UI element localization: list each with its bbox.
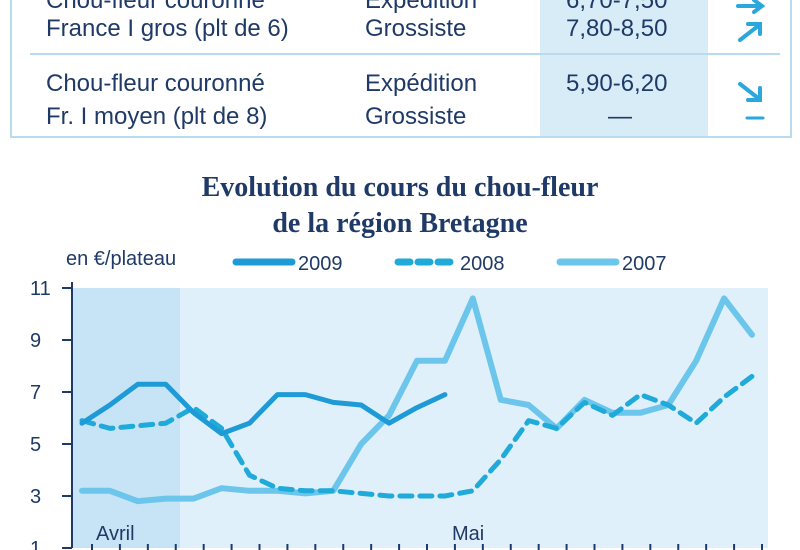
plot-background xyxy=(72,288,768,548)
chart-legend: 2009 2008 2007 xyxy=(232,253,667,275)
product-label: Fr. I moyen (plt de 8) xyxy=(46,103,268,130)
y-tick-label: 5 xyxy=(30,434,41,456)
series-line-2009 xyxy=(79,381,448,437)
y-tick-label: 3 xyxy=(30,486,41,508)
price-value: 6,70-7,50 xyxy=(566,0,668,14)
market-label: Expédition xyxy=(365,0,478,14)
row-separator xyxy=(30,53,780,55)
table-right-border xyxy=(790,0,792,136)
price-value: — xyxy=(608,103,632,130)
price-value: 5,90-6,20 xyxy=(566,70,668,97)
table-left-border xyxy=(10,0,12,136)
market-label: Expédition xyxy=(365,70,478,97)
y-tick-label: 9 xyxy=(30,330,41,352)
product-label: Chou-fleur couronné xyxy=(46,0,265,14)
price-value: 7,80-8,50 xyxy=(566,15,668,42)
product-label: Chou-fleur couronné xyxy=(46,70,265,97)
price-column-band xyxy=(540,0,708,136)
market-label: Grossiste xyxy=(365,15,467,42)
legend-label-2009: 2009 xyxy=(298,253,343,275)
chart-subtitle: de la région Bretagne xyxy=(272,208,528,239)
y-tick-label: 1 xyxy=(30,538,41,550)
legend-label-2007: 2007 xyxy=(622,253,667,275)
plot-area: 11 9 7 5 3 1 Avril Mai xyxy=(30,278,768,550)
unit-label: en €/plateau xyxy=(66,248,177,270)
x-tick-label: Avril xyxy=(96,523,135,545)
y-tick-label: 11 xyxy=(30,278,51,300)
x-tick-label: Mai xyxy=(452,523,484,545)
market-label: Grossiste xyxy=(365,103,467,130)
dash-icon xyxy=(745,116,765,120)
chart-title: Evolution du cours du chou-fleur xyxy=(201,172,599,203)
right-arrow-icon xyxy=(736,0,766,14)
series-line-2007 xyxy=(79,295,755,505)
product-label: France I gros (plt de 6) xyxy=(46,15,289,42)
legend-label-2008: 2008 xyxy=(460,253,505,275)
y-tick-label: 7 xyxy=(30,382,41,404)
down-right-arrow-icon xyxy=(738,82,762,102)
up-right-arrow-icon xyxy=(738,22,762,42)
table-bottom-border xyxy=(10,136,792,138)
price-table: Chou-fleur couronné France I gros (plt d… xyxy=(0,0,800,140)
